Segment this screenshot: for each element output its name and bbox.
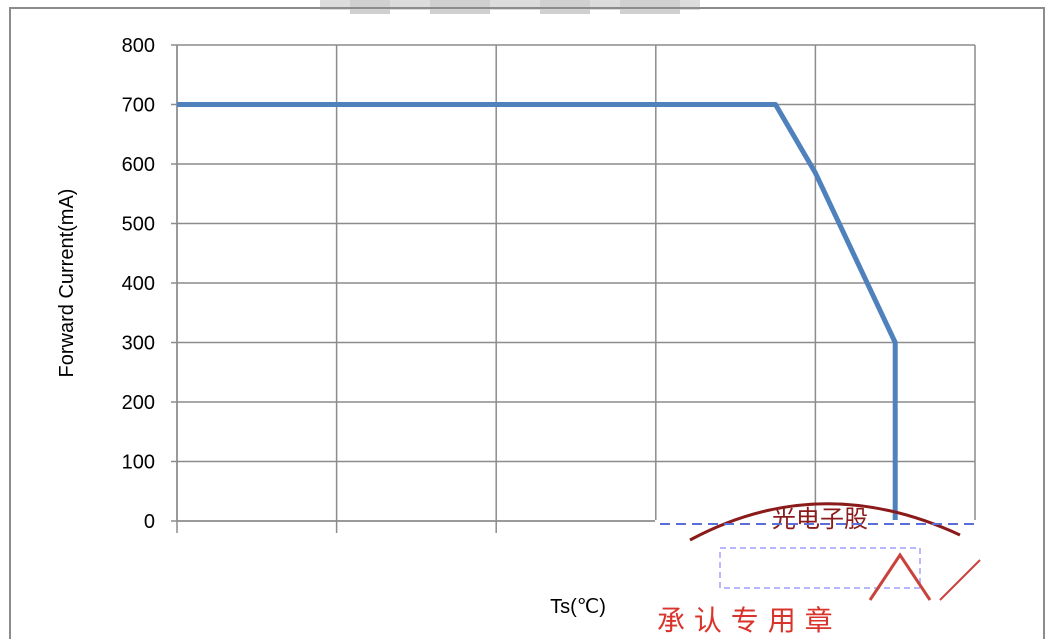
series-layer	[176, 102, 898, 522]
stamp-cross-left	[868, 552, 932, 601]
y-tick-label: 500	[122, 214, 155, 236]
y-tick-label: 600	[122, 154, 155, 176]
y-tick-label: 300	[122, 333, 155, 355]
stamp-curve-right	[939, 559, 981, 601]
y-tick-label: 700	[122, 95, 155, 117]
stamp-mask	[655, 520, 985, 600]
y-tick-label: 100	[122, 452, 155, 474]
y-tick-label: 800	[122, 35, 155, 57]
y-tick-label: 0	[144, 511, 155, 533]
y-tick-label: 400	[122, 273, 155, 295]
y-axis-title: Forward Current(mA)	[56, 189, 78, 378]
series-line	[177, 102, 898, 521]
chart-frame	[9, 7, 1045, 639]
approval-stamp: 光电子股 承 认 专 用 章	[655, 502, 985, 637]
y-axis: 0 100 200 300 400 500 600 700 800	[122, 35, 976, 533]
grid	[176, 44, 976, 522]
stamp-top-text: 光电子股	[772, 505, 868, 533]
y-tick-label: 200	[122, 392, 155, 414]
stamp-inner-box	[719, 547, 921, 589]
stamp-bottom-text: 承 认 专 用 章	[657, 604, 833, 637]
x-axis-title: Ts(℃)	[550, 596, 606, 618]
stamp-arc	[689, 502, 961, 542]
